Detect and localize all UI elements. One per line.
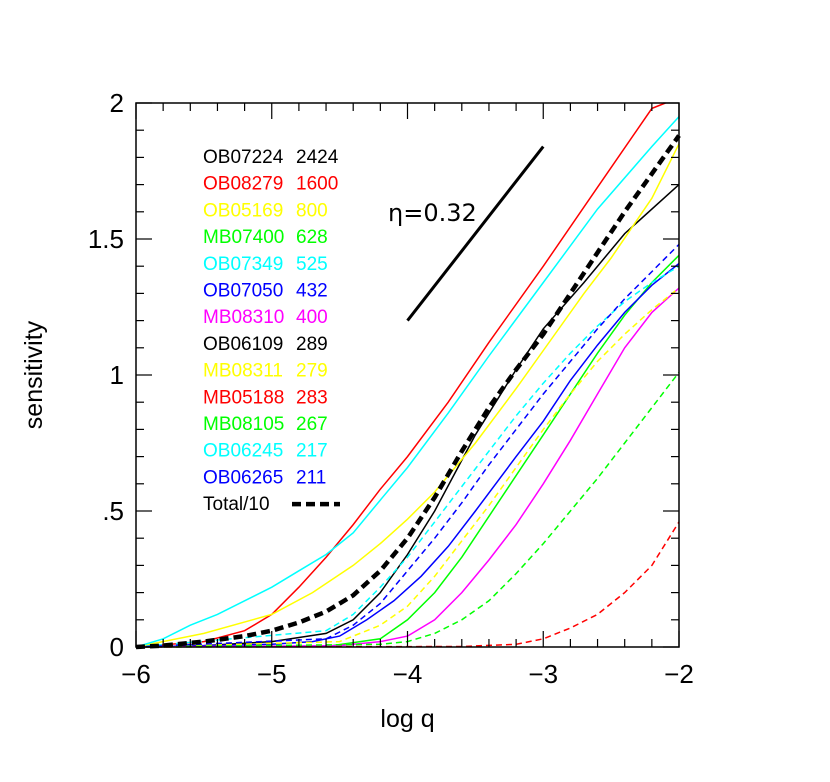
series-line-ob06265 [135,243,680,648]
legend-count: 211 [296,467,326,488]
legend-count: 1600 [296,174,338,195]
legend-label: OB06245 [203,441,283,462]
series-line-mb08310 [135,287,680,648]
series-line-ob05169 [135,143,680,648]
series-line-ob07349 [135,116,680,648]
legend-count: 279 [296,361,328,382]
x-tick-label: −6 [121,659,151,689]
x-axis-title: log q [380,705,434,733]
series-line-mb07400 [135,254,680,648]
y-tick-label: 2 [110,88,124,118]
x-tick-label: −4 [393,659,423,689]
legend-count: 289 [296,334,328,355]
y-tick-label: 1 [110,360,124,390]
legend-label: MB08310 [203,307,284,328]
legend-label: Total/10 [203,494,270,515]
legend-count: 2424 [296,147,339,168]
legend-count: 267 [296,414,328,435]
y-tick-label: 1.5 [88,224,124,254]
series-line-mb08311 [135,287,680,648]
legend-label: MB08311 [203,361,283,382]
legend-label: OB07050 [203,281,283,302]
legend-count: 283 [296,387,328,408]
legend-count: 217 [296,441,328,462]
x-tick-label: −5 [257,659,287,689]
series-line-mb05188 [135,521,680,648]
legend-count: 400 [296,307,328,328]
y-tick-label: 0 [110,632,124,662]
legend-count: 800 [296,200,328,221]
series-line-total-10 [135,134,681,650]
y-axis-title: sensitivity [20,320,48,429]
y-tick-label: .5 [102,496,124,526]
x-tick-label: −3 [528,659,558,689]
legend-count: 432 [296,281,328,302]
legend-label: MB05188 [203,387,284,408]
legend-label: OB07224 [203,147,284,168]
x-tick-label: −2 [664,659,694,689]
legend-label: OB07349 [203,254,283,275]
tick-layer: −6 −5 −4 −3 −2 0 .5 1 1.5 2 [88,88,694,689]
series-layer [135,102,681,650]
legend: OB07224 2424 OB08279 1600 OB05169 800 MB07400 6… [203,147,340,515]
legend-label: MB08105 [203,414,284,435]
slope-annotation-line [406,145,545,322]
legend-label: OB08279 [203,174,283,195]
legend-count: 628 [296,227,328,248]
annotation-layer: η=0.32 [388,145,545,322]
slope-annotation-text: η=0.32 [388,199,477,227]
series-line-ob08279 [135,102,666,648]
legend-label: MB07400 [203,227,284,248]
legend-label: OB05169 [203,200,283,221]
legend-count: 525 [296,254,328,275]
legend-label: OB06109 [203,334,283,355]
legend-label: OB06265 [203,467,283,488]
